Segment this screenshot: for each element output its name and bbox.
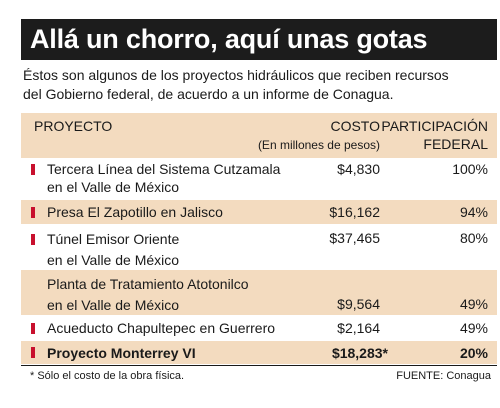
row-marker-icon: [31, 207, 35, 218]
row-participacion: 80%: [459, 230, 488, 246]
header-proyecto: PROYECTO: [34, 118, 113, 134]
row-marker-icon: [31, 164, 35, 175]
table-row: Tercera Línea del Sistema Cutzamala en e…: [21, 158, 497, 198]
row-participacion: 94%: [459, 204, 488, 220]
intro-line-1: Éstos son algunos de los proyectos hidrá…: [23, 67, 449, 83]
row-cost: $4,830: [337, 161, 380, 177]
source: FUENTE: Conagua: [396, 369, 491, 383]
row-name: Presa El Zapotillo en Jalisco: [47, 204, 223, 220]
row-participacion: 49%: [459, 320, 488, 336]
row-name-line-2: en el Valle de México: [47, 252, 180, 268]
row-marker-icon: [31, 347, 35, 358]
header-participacion: PARTICIPACIÓN FEDERAL: [381, 117, 488, 153]
row-name: Planta de Tratamiento Atotonilco en el V…: [47, 274, 249, 316]
intro-line-2: del Gobierno federal, de acuerdo a un in…: [23, 86, 394, 102]
table-row: Acueducto Chapultepec en Guerrero $2,164…: [21, 317, 497, 339]
source-value: Conagua: [446, 370, 491, 382]
row-marker-icon: [31, 323, 35, 334]
table-header: PROYECTO COSTO (En millones de pesos) PA…: [21, 113, 497, 158]
header-participacion-line-2: FEDERAL: [423, 136, 488, 152]
source-label: FUENTE:: [396, 370, 444, 382]
row-cost: $18,283*: [331, 345, 388, 361]
row-name-line-1: Planta de Tratamiento Atotonilco: [47, 276, 249, 292]
page-title: Allá un chorro, aquí unas gotas: [30, 24, 428, 54]
header-unit: (En millones de pesos): [257, 138, 380, 152]
row-name: Tercera Línea del Sistema Cutzamala en e…: [47, 160, 280, 196]
row-name: Proyecto Monterrey VI: [47, 345, 196, 361]
row-name-line-2: en el Valle de México: [47, 297, 180, 313]
row-participacion: 20%: [459, 345, 488, 361]
row-name-line-2: en el Valle de México: [47, 179, 180, 195]
table-row: Túnel Emisor Oriente en el Valle de Méxi…: [21, 226, 497, 268]
row-marker-icon: [31, 234, 35, 245]
table-row: Planta de Tratamiento Atotonilco en el V…: [21, 270, 497, 315]
footer-divider: [21, 365, 497, 366]
title-bar: Allá un chorro, aquí unas gotas: [21, 19, 497, 60]
row-cost: $37,465: [329, 230, 380, 246]
row-name: Acueducto Chapultepec en Guerrero: [47, 320, 276, 336]
table-row: Presa El Zapotillo en Jalisco $16,162 94…: [21, 200, 497, 224]
row-name: Túnel Emisor Oriente en el Valle de Méxi…: [47, 229, 179, 271]
table-row: Proyecto Monterrey VI $18,283* 20%: [21, 341, 497, 364]
header-participacion-line-1: PARTICIPACIÓN: [381, 118, 488, 134]
intro-text: Éstos son algunos de los proyectos hidrá…: [23, 66, 497, 104]
row-participacion: 49%: [459, 296, 488, 312]
header-costo: COSTO: [330, 118, 380, 134]
footnote: * Sólo el costo de la obra física.: [30, 370, 185, 382]
row-participacion: 100%: [452, 161, 488, 177]
row-name-line-1: Túnel Emisor Oriente: [47, 231, 180, 247]
row-cost: $2,164: [337, 320, 380, 336]
row-cost: $9,564: [337, 296, 380, 312]
row-name-line-1: Tercera Línea del Sistema Cutzamala: [47, 161, 281, 177]
row-cost: $16,162: [329, 204, 380, 220]
